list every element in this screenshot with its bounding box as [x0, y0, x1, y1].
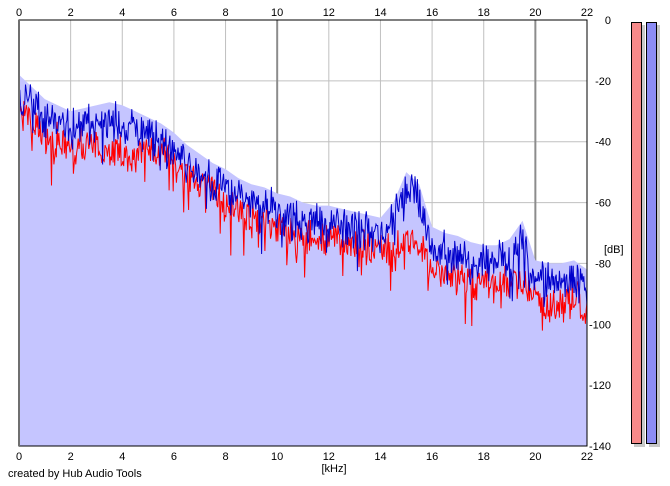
x-tick-label-top: 4	[119, 7, 125, 19]
y-tick-label: -100	[589, 319, 611, 331]
y-tick-label: -60	[595, 198, 611, 210]
series-lines	[18, 84, 588, 331]
y-tick-label: -80	[595, 258, 611, 270]
x-tick-label-bottom: 22	[581, 451, 593, 463]
spectrum-area	[19, 74, 587, 447]
x-tick-label-top: 18	[478, 7, 490, 19]
x-axis-label: [kHz]	[321, 463, 346, 475]
x-tick-label-bottom: 2	[68, 451, 74, 463]
right-channel-line	[18, 84, 588, 308]
left-channel-level-meter	[631, 22, 642, 444]
y-axis-label: [dB]	[604, 244, 624, 256]
x-tick-label-bottom: 10	[271, 451, 283, 463]
x-tick-label-bottom: 6	[171, 451, 177, 463]
x-tick-label-bottom: 12	[323, 451, 335, 463]
y-tick-labels: 0 -20 -40 -60 -80 -100 -120 -140	[589, 15, 611, 453]
x-tick-label-bottom: 20	[529, 451, 541, 463]
x-tick-label-bottom: 4	[119, 451, 125, 463]
x-tick-label-top: 12	[323, 7, 335, 19]
x-tick-label-bottom: 8	[222, 451, 228, 463]
x-tick-label-top: 6	[171, 7, 177, 19]
x-tick-label-bottom: 16	[426, 451, 438, 463]
x-tick-label-bottom: 18	[478, 451, 490, 463]
x-tick-label-top: 16	[426, 7, 438, 19]
x-tick-label-top: 14	[374, 7, 386, 19]
y-tick-label: -140	[589, 441, 611, 453]
x-tick-label-top: 20	[529, 7, 541, 19]
x-tick-label-bottom: 14	[374, 451, 386, 463]
plot-frame	[18, 19, 588, 447]
left-channel-line	[18, 101, 588, 331]
x-tick-label-top: 0	[16, 7, 22, 19]
y-tick-label: -40	[595, 137, 611, 149]
x-tick-label-top: 2	[68, 7, 74, 19]
right-channel-level-meter	[646, 22, 657, 444]
x-tick-label-top: 8	[222, 7, 228, 19]
y-tick-label: 0	[605, 15, 611, 27]
y-tick-label: -20	[595, 76, 611, 88]
x-tick-label-top: 10	[271, 7, 283, 19]
x-tick-label-top: 22	[581, 7, 593, 19]
credit-text: created by Hub Audio Tools	[8, 468, 142, 480]
spectrum-area-fill	[19, 74, 587, 447]
x-tick-label-bottom: 0	[16, 451, 22, 463]
y-tick-label: -120	[589, 380, 611, 392]
